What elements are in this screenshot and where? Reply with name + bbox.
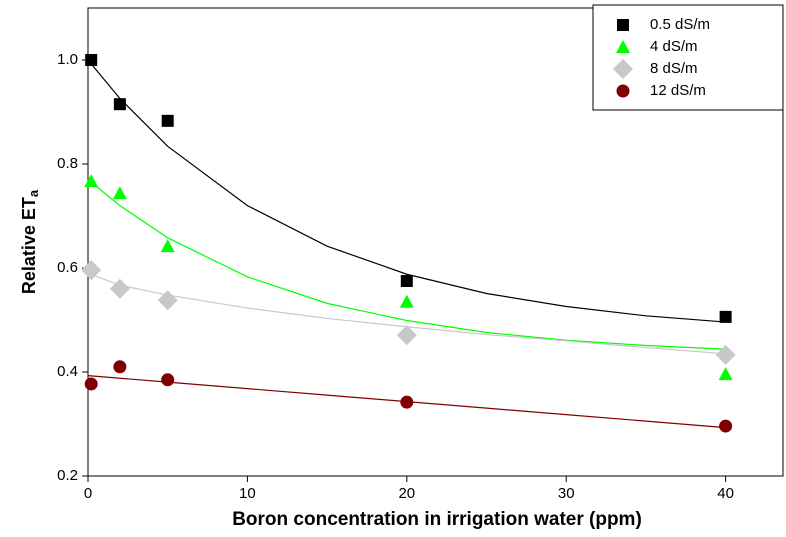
fit-line [87, 59, 726, 323]
marker-circle [161, 373, 175, 387]
marker-square [161, 114, 174, 127]
marker-square [85, 54, 98, 66]
fit-line [87, 375, 726, 429]
y-axis-label-sub: a [26, 189, 41, 197]
fit-line [87, 179, 726, 350]
marker-diamond [109, 278, 130, 299]
marker-triangle [399, 294, 414, 308]
y-tick-label: 0.2 [57, 467, 78, 484]
marker-square [617, 19, 629, 31]
legend-label: 4 dS/m [650, 38, 698, 55]
marker-diamond [715, 344, 736, 365]
plot-frame [87, 7, 784, 477]
y-tick-label: 0.6 [57, 259, 78, 276]
y-tick-label: 0.4 [57, 363, 78, 380]
x-tick-label: 30 [558, 485, 575, 502]
marker-triangle [160, 239, 175, 253]
marker-square [719, 310, 732, 323]
marker-diamond [81, 260, 102, 281]
fit-line [87, 272, 726, 355]
y-tick-label: 0.8 [57, 155, 78, 172]
y-axis-label-group: Relative ETa [19, 189, 42, 294]
marker-circle [719, 419, 733, 433]
x-tick-label: 10 [239, 485, 256, 502]
marker-triangle [718, 367, 733, 381]
marker-diamond [157, 290, 178, 311]
marker-circle [400, 395, 414, 409]
marker-diamond [396, 325, 417, 346]
marker-square [400, 275, 413, 287]
marker-circle [84, 377, 98, 391]
x-tick-label: 0 [84, 485, 92, 502]
y-tick-label: 1.0 [57, 51, 78, 68]
marker-circle [113, 360, 127, 374]
marker-square [113, 98, 126, 111]
marker-triangle [84, 174, 99, 188]
x-tick-label: 40 [717, 485, 734, 502]
marker-triangle [616, 40, 630, 53]
y-axis-label: Relative ETa [19, 189, 42, 294]
legend: 0.5 dS/m 4 dS/m 8 dS/m 12 dS/m [592, 4, 784, 111]
marker-diamond [613, 59, 633, 79]
legend-label: 0.5 dS/m [650, 16, 710, 33]
legend-label: 8 dS/m [650, 60, 698, 77]
legend-label: 12 dS/m [650, 82, 706, 99]
marker-triangle [112, 186, 127, 200]
y-axis-label-main: Relative ET [19, 197, 39, 294]
x-tick-label: 20 [398, 485, 415, 502]
marker-circle [616, 84, 630, 98]
x-axis-label: Boron concentration in irrigation water … [232, 509, 642, 530]
